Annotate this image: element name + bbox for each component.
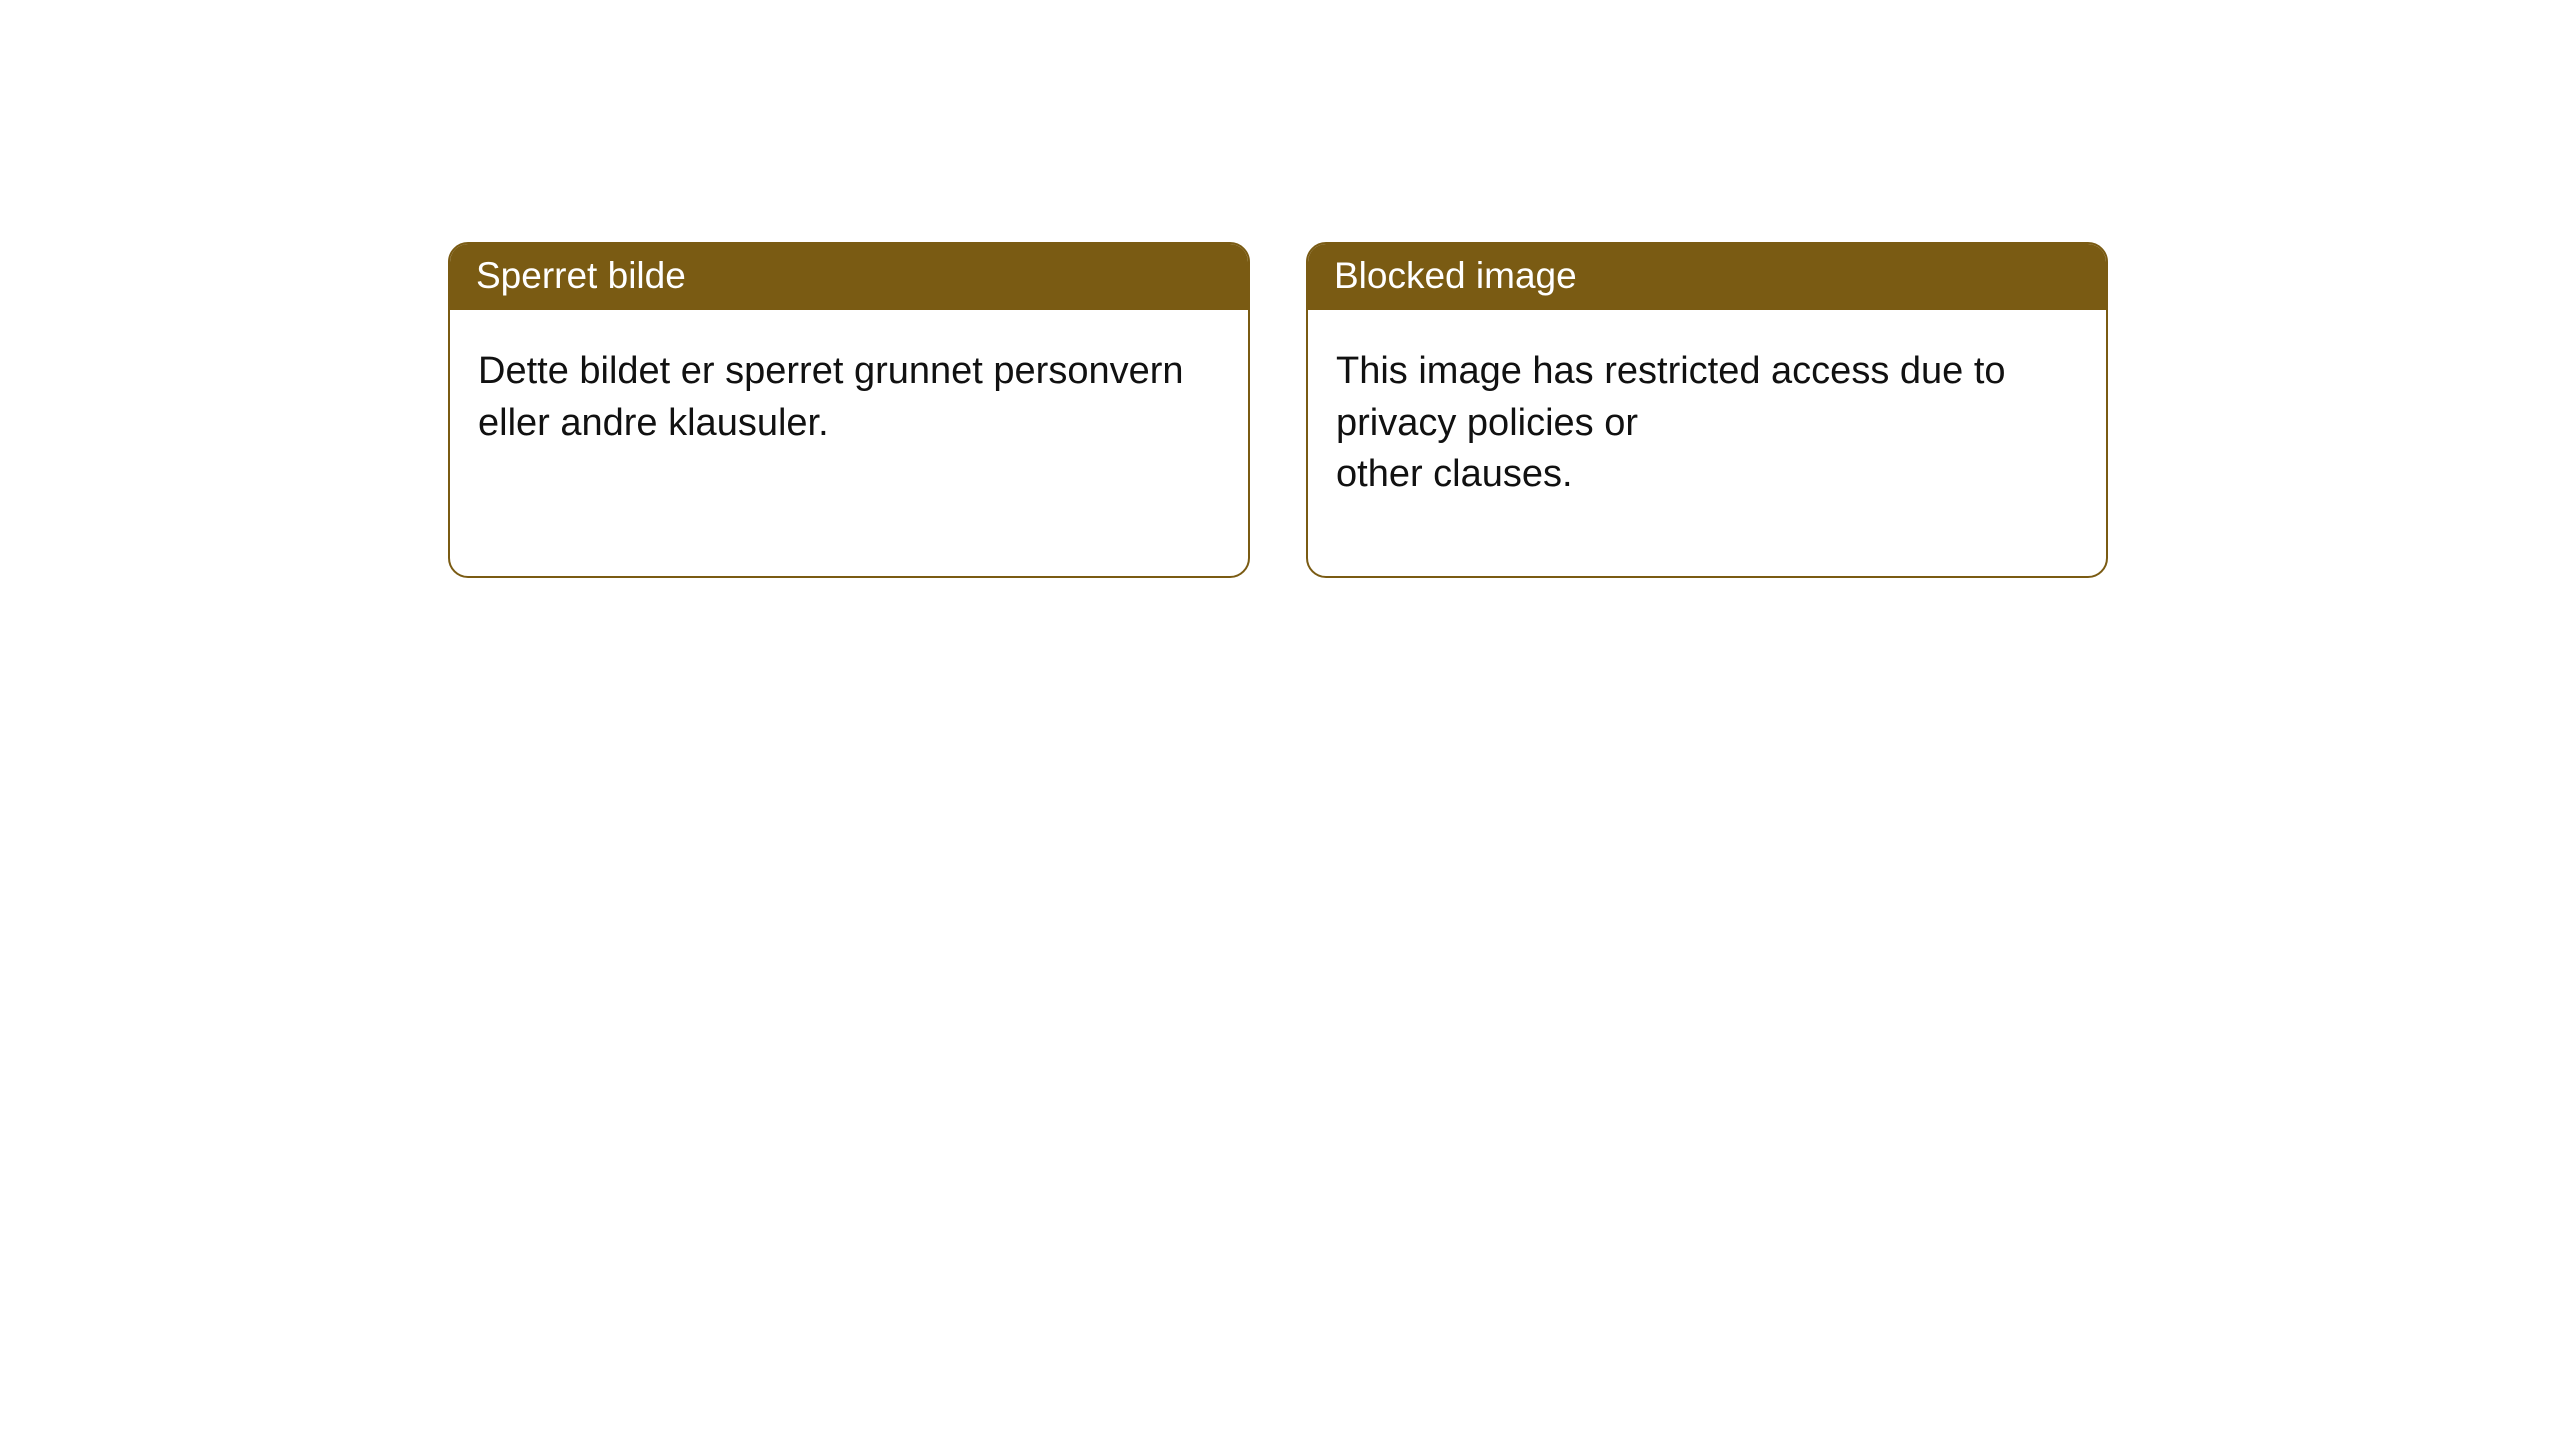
notice-card-no: Sperret bilde Dette bildet er sperret gr… [448,242,1250,578]
notice-container: Sperret bilde Dette bildet er sperret gr… [0,0,2560,578]
notice-title-no: Sperret bilde [450,244,1248,310]
notice-card-en: Blocked image This image has restricted … [1306,242,2108,578]
notice-body-en: This image has restricted access due to … [1308,310,2106,576]
notice-body-no: Dette bildet er sperret grunnet personve… [450,310,1248,576]
notice-title-en: Blocked image [1308,244,2106,310]
